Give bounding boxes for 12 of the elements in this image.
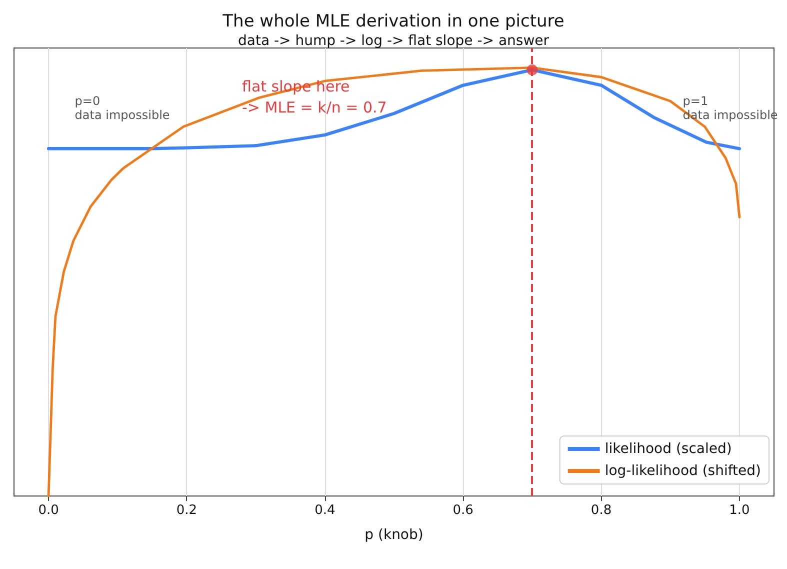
x-tick-label: 0.4 [314, 503, 336, 518]
legend-label: log-likelihood (shifted) [604, 463, 762, 479]
chart-subtitle: data -> hump -> log -> flat slope -> answer [238, 33, 550, 49]
x-tick-label: 0.0 [38, 503, 59, 518]
legend-label: likelihood (scaled) [604, 441, 732, 457]
chart-title: The whole MLE derivation in one picture [222, 12, 564, 32]
annotation: p=0 data impossible [74, 94, 170, 122]
x-tick-label: 1.0 [729, 503, 750, 518]
x-tick-label: 0.2 [176, 503, 198, 518]
x-tick-label: 0.6 [452, 503, 474, 518]
x-tick-label: 0.8 [590, 503, 612, 518]
x-axis-title: p (knob) [364, 527, 424, 543]
